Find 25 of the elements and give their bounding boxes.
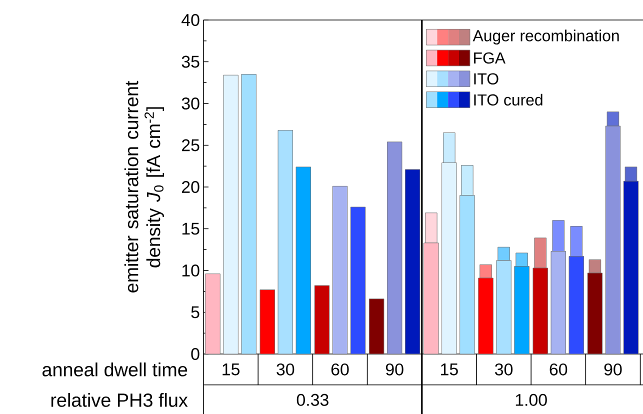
text: relative PH3 flux bbox=[51, 392, 188, 407]
x-tick-label: 30 bbox=[276, 363, 294, 376]
y-tick-label: 15 bbox=[182, 222, 200, 235]
y-tick-label: 40 bbox=[182, 14, 200, 26]
y-tick-label: 10 bbox=[182, 264, 200, 276]
y-tick-label: 20 bbox=[182, 181, 200, 193]
x-axis-title: anneal dwell time bbox=[42, 362, 188, 376]
x-tick-label: 60 bbox=[331, 363, 349, 376]
y-tick-label: 30 bbox=[182, 98, 200, 110]
text: 0.33 bbox=[296, 394, 328, 406]
legend-label: ITO cured bbox=[474, 94, 542, 106]
x-tick-label: 90 bbox=[386, 363, 404, 376]
x-tick-label: 60 bbox=[550, 363, 568, 376]
y-tick-label: 0 bbox=[191, 348, 200, 360]
text: 1.00 bbox=[516, 394, 547, 406]
legend-label: FGA bbox=[474, 52, 506, 64]
x-tick-label: 30 bbox=[495, 363, 513, 376]
x-tick-label: 15 bbox=[222, 364, 240, 376]
legend-label: Auger recombination bbox=[472, 30, 619, 45]
legend-label: ITO bbox=[474, 73, 498, 85]
x-tick-label: 90 bbox=[604, 363, 622, 376]
y-tick-label: 25 bbox=[182, 139, 200, 152]
x-tick-label: 15 bbox=[441, 364, 458, 376]
y-tick-label: 5 bbox=[191, 306, 200, 318]
y-tick-label: 35 bbox=[182, 56, 200, 68]
